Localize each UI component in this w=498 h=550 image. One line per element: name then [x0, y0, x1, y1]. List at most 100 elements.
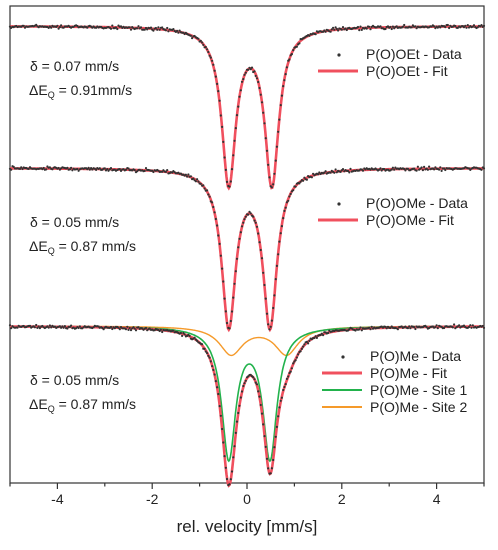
- data-point: [464, 24, 467, 27]
- data-point: [133, 327, 136, 330]
- data-point: [208, 54, 211, 57]
- data-point: [51, 168, 54, 171]
- data-point: [209, 360, 212, 363]
- data-point: [143, 169, 146, 172]
- data-point: [299, 350, 302, 353]
- data-point: [334, 26, 337, 29]
- data-point: [244, 71, 247, 74]
- data-point: [224, 310, 227, 313]
- data-point: [390, 27, 393, 31]
- data-point: [202, 184, 205, 187]
- data-point: [435, 324, 438, 327]
- data-point: [360, 28, 363, 31]
- data-point: [368, 326, 371, 329]
- data-point: [458, 324, 461, 327]
- data-point: [233, 445, 236, 448]
- data-point: [109, 325, 113, 329]
- data-point: [314, 335, 317, 338]
- data-point: [76, 167, 79, 171]
- data-point: [206, 48, 209, 51]
- data-point: [216, 224, 219, 227]
- data-point: [109, 27, 113, 30]
- data-point: [288, 58, 291, 61]
- data-point: [379, 25, 382, 28]
- data-point: [203, 187, 206, 190]
- data-point: [21, 167, 24, 171]
- data-point: [482, 167, 486, 170]
- data-point: [207, 193, 210, 196]
- data-point: [207, 354, 210, 357]
- data-point: [308, 34, 311, 37]
- data-point: [280, 396, 283, 399]
- data-point: [206, 189, 209, 192]
- data-point: [222, 441, 225, 444]
- data-point: [267, 163, 270, 166]
- data-point: [345, 28, 348, 32]
- data-point: [440, 169, 443, 172]
- data-point: [50, 26, 53, 29]
- data-point: [420, 166, 423, 169]
- data-point: [62, 326, 65, 329]
- data-point: [42, 166, 45, 170]
- data-point: [28, 324, 32, 327]
- delta-text-top: δ = 0.07 mm/s: [30, 58, 119, 74]
- data-point: [176, 29, 179, 32]
- data-point: [230, 310, 234, 313]
- data-point: [340, 28, 343, 31]
- data-point: [280, 94, 283, 97]
- data-point: [268, 328, 271, 331]
- data-point: [238, 95, 241, 98]
- data-point: [116, 27, 119, 31]
- data-point: [118, 328, 121, 331]
- data-point: [143, 28, 146, 31]
- data-point: [8, 324, 12, 327]
- data-point: [446, 23, 449, 27]
- data-point: [469, 324, 472, 327]
- data-point: [137, 25, 140, 28]
- data-point: [193, 336, 196, 339]
- data-point: [361, 169, 365, 172]
- data-point: [78, 325, 81, 328]
- data-point: [48, 166, 52, 169]
- data-point: [240, 80, 244, 83]
- data-point: [70, 324, 73, 327]
- annotations-layer: δ = 0.07 mm/s ΔEQ = 0.91mm/s δ = 0.05 mm/s…: [29, 58, 136, 414]
- data-point: [199, 182, 202, 185]
- data-point: [369, 28, 372, 31]
- data-point: [137, 326, 140, 329]
- data-point: [98, 167, 101, 170]
- data-point: [192, 177, 195, 180]
- data-point: [207, 50, 210, 54]
- data-point: [213, 69, 216, 72]
- data-point: [243, 382, 246, 385]
- data-point: [481, 324, 484, 328]
- data-point: [228, 185, 231, 188]
- data-point: [239, 231, 242, 234]
- data-point: [258, 86, 261, 90]
- data-point: [320, 332, 323, 335]
- data-point: [299, 180, 302, 183]
- data-point: [283, 209, 286, 212]
- data-point: [280, 225, 283, 228]
- data-point: [208, 195, 211, 198]
- data-point: [265, 149, 269, 152]
- data-point: [181, 334, 184, 337]
- data-point: [211, 201, 214, 204]
- data-point: [436, 327, 439, 330]
- data-point: [390, 168, 393, 171]
- data-point: [218, 242, 221, 245]
- data-points-middle: [8, 165, 486, 331]
- data-point: [253, 70, 256, 73]
- data-point: [196, 178, 199, 181]
- data-point: [330, 28, 333, 31]
- data-point: [329, 171, 332, 174]
- data-point: [349, 167, 352, 170]
- data-point: [403, 23, 406, 27]
- data-point: [259, 403, 262, 407]
- data-point: [290, 367, 293, 370]
- data-point: [184, 173, 187, 176]
- data-point: [275, 264, 278, 267]
- data-point: [242, 78, 245, 81]
- data-point: [257, 390, 260, 393]
- data-point: [204, 45, 207, 49]
